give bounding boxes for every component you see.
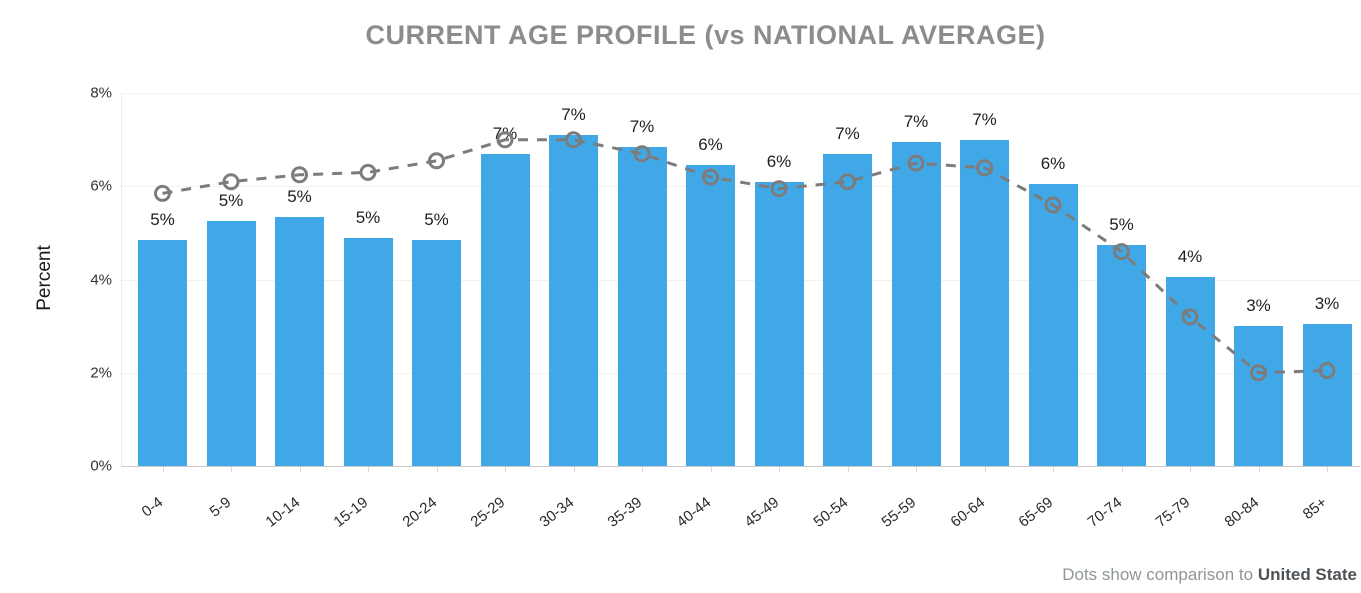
gridline[interactable] bbox=[121, 93, 1360, 95]
age-bar[interactable] bbox=[1028, 184, 1078, 466]
x-tick-label[interactable]: 70-74 bbox=[1084, 493, 1125, 531]
bar-value-label[interactable]: 5% bbox=[218, 191, 244, 211]
axis-tick[interactable] bbox=[847, 467, 849, 472]
x-tick-label[interactable]: 0-4 bbox=[138, 493, 166, 521]
gridline[interactable] bbox=[121, 466, 1360, 467]
bar-value-label[interactable]: 5% bbox=[424, 210, 449, 229]
age-bar[interactable] bbox=[1165, 277, 1215, 466]
axis-tick[interactable] bbox=[299, 467, 301, 472]
bar-value-label[interactable]: 6% bbox=[1040, 154, 1066, 174]
bar-value-label[interactable]: 7% bbox=[835, 123, 860, 143]
axis-tick[interactable] bbox=[984, 467, 986, 472]
age-bar[interactable] bbox=[1234, 326, 1283, 466]
age-bar[interactable] bbox=[1302, 323, 1352, 466]
axis-tick[interactable] bbox=[1327, 467, 1328, 472]
axis-tick[interactable] bbox=[642, 467, 643, 472]
bar-value-label[interactable]: 6% bbox=[766, 151, 792, 171]
age-bar[interactable] bbox=[275, 216, 324, 466]
axis-tick[interactable] bbox=[779, 467, 780, 472]
chart-title: CURRENT AGE PROFILE (vs NATIONAL AVERAGE… bbox=[365, 20, 1046, 50]
footnote-text: Dots show comparison to bbox=[1062, 565, 1258, 584]
age-bar[interactable] bbox=[617, 146, 667, 466]
x-tick-label[interactable]: 15-19 bbox=[330, 493, 372, 531]
x-tick-label[interactable]: 50-54 bbox=[810, 493, 851, 531]
comparison-dot[interactable] bbox=[154, 184, 171, 202]
age-bar[interactable] bbox=[480, 153, 530, 466]
axis-tick[interactable] bbox=[436, 467, 438, 472]
axis-tick[interactable] bbox=[505, 467, 506, 472]
age-bar[interactable] bbox=[686, 165, 735, 466]
bar-value-label[interactable]: 7% bbox=[561, 105, 586, 125]
axis-tick[interactable] bbox=[162, 467, 164, 472]
age-bar[interactable] bbox=[891, 142, 941, 466]
comparison-dot[interactable] bbox=[359, 163, 377, 181]
bar-value-label[interactable]: 7% bbox=[492, 123, 518, 143]
x-tick-label[interactable]: 5-9 bbox=[206, 493, 235, 521]
axis-tick[interactable] bbox=[231, 467, 232, 472]
x-tick-label[interactable]: 80-84 bbox=[1221, 493, 1262, 531]
x-tick-label[interactable]: 40-44 bbox=[673, 493, 714, 531]
bar-value-label[interactable]: 7% bbox=[903, 112, 929, 132]
comparison-dot[interactable] bbox=[291, 166, 308, 184]
bar-value-label[interactable]: 6% bbox=[698, 135, 723, 155]
axis-tick[interactable] bbox=[1190, 467, 1191, 472]
comparison-line bbox=[162, 138, 1328, 375]
age-bar[interactable] bbox=[343, 237, 393, 466]
x-tick-label[interactable]: 55-59 bbox=[878, 493, 920, 531]
bar-value-label[interactable]: 4% bbox=[1177, 247, 1203, 267]
axis-tick[interactable] bbox=[368, 467, 369, 472]
x-tick-label[interactable]: 65-69 bbox=[1015, 493, 1057, 531]
bar-value-label[interactable]: 7% bbox=[629, 116, 655, 136]
x-tick-label[interactable]: 10-14 bbox=[262, 493, 303, 531]
axis-tick[interactable] bbox=[573, 467, 575, 472]
x-tick-label[interactable]: 30-34 bbox=[536, 493, 577, 531]
bar-value-label[interactable]: 5% bbox=[287, 186, 312, 206]
footnote: Dots show comparison to United State bbox=[1062, 565, 1357, 585]
age-bar[interactable] bbox=[138, 240, 187, 466]
axis-tick[interactable] bbox=[916, 467, 917, 472]
bar-value-label[interactable]: 5% bbox=[150, 210, 175, 229]
bar-value-label[interactable]: 7% bbox=[972, 109, 997, 129]
x-tick-label[interactable]: 45-49 bbox=[741, 493, 783, 531]
comparison-dot[interactable] bbox=[428, 152, 445, 170]
y-tick-label[interactable]: 8% bbox=[90, 84, 112, 102]
age-bar[interactable] bbox=[1097, 244, 1146, 466]
y-tick-label[interactable]: 4% bbox=[90, 271, 112, 289]
axis-tick[interactable] bbox=[710, 467, 712, 472]
footnote-entity: United State bbox=[1257, 565, 1357, 584]
y-tick-label[interactable]: 6% bbox=[90, 177, 112, 195]
age-bar[interactable] bbox=[412, 240, 461, 466]
y-tick-label[interactable]: 0% bbox=[90, 457, 112, 475]
x-tick-label[interactable]: 35-39 bbox=[604, 493, 646, 531]
x-tick-label[interactable]: 75-79 bbox=[1152, 493, 1194, 531]
axis-tick[interactable] bbox=[1258, 467, 1260, 472]
bar-value-label[interactable]: 3% bbox=[1314, 293, 1340, 313]
x-tick-label[interactable]: 85+ bbox=[1299, 493, 1331, 523]
x-tick-label[interactable]: 20-24 bbox=[399, 493, 440, 531]
age-bar[interactable] bbox=[754, 181, 804, 466]
y-axis-title: Percent bbox=[34, 245, 55, 311]
y-tick-label[interactable]: 2% bbox=[90, 364, 112, 382]
age-bar[interactable] bbox=[960, 139, 1009, 466]
age-bar[interactable] bbox=[823, 153, 872, 466]
y-axis-line[interactable] bbox=[121, 93, 122, 466]
age-bar[interactable] bbox=[549, 135, 598, 466]
axis-tick[interactable] bbox=[1053, 467, 1054, 472]
age-bar[interactable] bbox=[206, 221, 256, 466]
x-tick-label[interactable]: 25-29 bbox=[467, 493, 509, 531]
axis-tick[interactable] bbox=[1121, 467, 1123, 472]
bar-value-label[interactable]: 5% bbox=[1109, 214, 1134, 234]
x-tick-label[interactable]: 60-64 bbox=[947, 493, 988, 531]
bar-value-label[interactable]: 3% bbox=[1246, 296, 1271, 316]
bar-value-label[interactable]: 5% bbox=[355, 207, 381, 227]
